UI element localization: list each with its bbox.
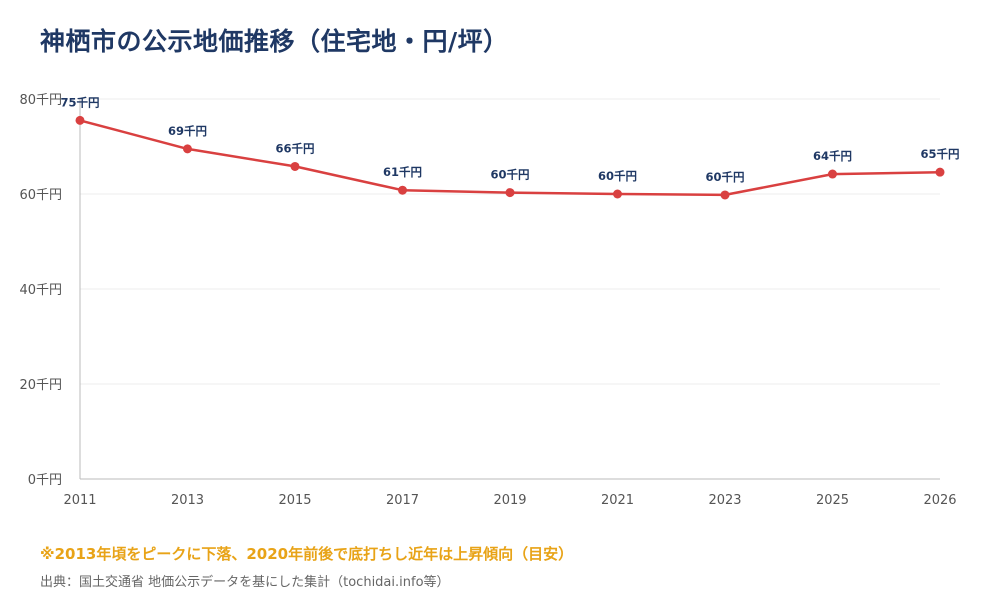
x-tick-label: 2025 (816, 493, 849, 508)
data-points (75, 115, 945, 200)
data-point (398, 185, 407, 195)
y-tick-label: 40千円 (19, 283, 62, 298)
data-labels: 75千円 69千円 66千円 61千円 60千円 60千円 60千円 64千円 65千円 (60, 95, 959, 184)
y-tick-label: 20千円 (19, 378, 62, 393)
data-label: 60千円 (490, 168, 529, 182)
x-tick-label: 2026 (923, 493, 956, 508)
y-tick-label: 60千円 (19, 188, 62, 203)
x-tick-labels: 2011 2013 2015 2017 2019 2021 2023 2025 2026 (63, 493, 956, 508)
x-tick-label: 2023 (708, 493, 741, 508)
data-point (183, 144, 192, 154)
y-tick-label: 80千円 (19, 93, 62, 108)
gridlines (80, 98, 940, 385)
data-label: 60千円 (598, 169, 637, 183)
x-tick-label: 2021 (601, 493, 634, 508)
x-tick-label: 2019 (493, 493, 526, 508)
y-tick-labels: 0千円 20千円 40千円 60千円 80千円 (19, 93, 62, 488)
series-path (79, 119, 941, 197)
y-tick-label: 0千円 (28, 473, 62, 488)
data-point (505, 188, 515, 198)
series-line (79, 119, 941, 197)
data-point (720, 190, 730, 200)
data-point (613, 189, 622, 199)
data-label: 66千円 (275, 141, 314, 155)
x-tick-label: 2015 (278, 493, 311, 508)
data-point (828, 169, 837, 179)
chart-title: 神栖市の公示地価推移（住宅地・円/坪） (40, 27, 509, 56)
data-point (75, 115, 85, 125)
data-point (290, 161, 300, 171)
data-label: 65千円 (920, 147, 959, 161)
x-tick-label: 2017 (386, 493, 419, 508)
data-point (935, 167, 945, 177)
data-label: 60千円 (705, 170, 744, 184)
data-label: 61千円 (383, 165, 422, 179)
data-label: 69千円 (168, 124, 207, 138)
chart-source: 出典：国土交通省 地価公示データを基にした集計（tochidai.info等） (40, 575, 450, 590)
data-label: 75千円 (60, 95, 99, 109)
chart-note: ※2013年頃をピークに下落、2020年前後で底打ちし近年は上昇傾向（目安） (40, 545, 574, 563)
x-tick-label: 2013 (171, 493, 204, 508)
data-label: 64千円 (813, 149, 852, 163)
x-tick-label: 2011 (63, 493, 96, 508)
axes (79, 99, 940, 480)
